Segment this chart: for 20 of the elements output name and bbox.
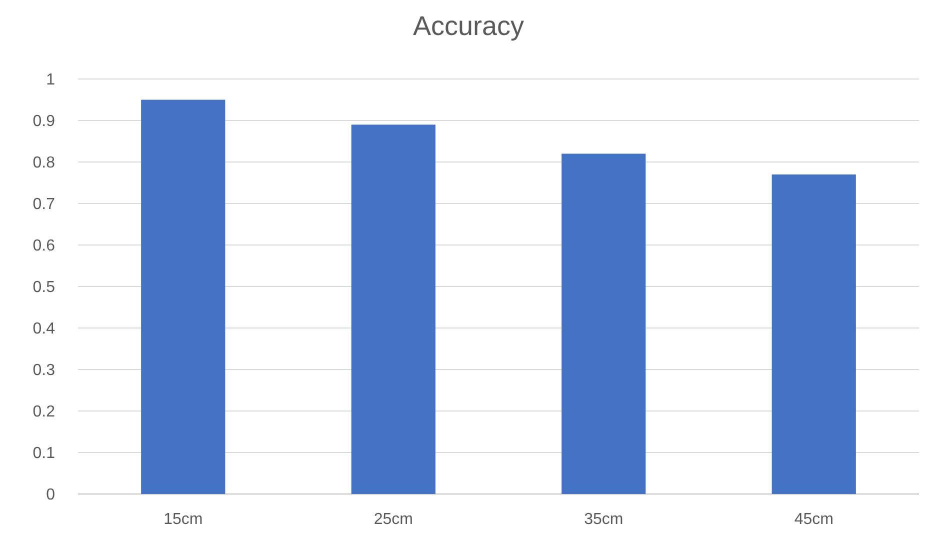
y-tick-label: 0.4 <box>32 320 56 338</box>
y-tick-label: 0.1 <box>32 445 56 462</box>
y-tick-label: 0.5 <box>32 279 56 296</box>
x-tick-label: 35cm <box>584 511 624 528</box>
x-tick-label: 25cm <box>374 511 413 528</box>
y-tick-label: 0.2 <box>32 404 56 421</box>
bar <box>562 154 646 494</box>
chart-title: Accuracy <box>412 11 525 41</box>
y-tick-label: 0.6 <box>32 238 56 255</box>
y-tick-label: 0.3 <box>32 362 56 380</box>
y-tick-label: 0.7 <box>32 196 56 214</box>
bar <box>351 124 436 494</box>
y-tick-label: 0 <box>46 486 56 504</box>
bar <box>772 174 856 494</box>
bar <box>141 100 226 494</box>
y-tick-label: 0.8 <box>32 154 56 172</box>
x-tick-label: 45cm <box>794 511 834 528</box>
y-tick-label: 0.9 <box>32 113 56 130</box>
y-tick-label: 1 <box>46 72 56 89</box>
x-tick-label: 15cm <box>164 511 203 528</box>
